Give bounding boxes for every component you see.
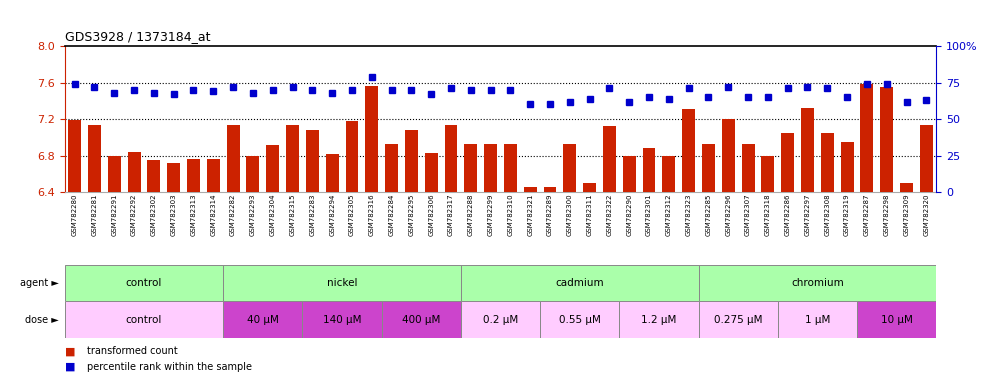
Bar xyxy=(841,142,854,192)
Bar xyxy=(698,265,936,301)
Text: 0.2 μM: 0.2 μM xyxy=(483,314,518,325)
Bar xyxy=(698,301,778,338)
Bar xyxy=(900,183,913,192)
Bar xyxy=(65,301,223,338)
Bar xyxy=(461,265,698,301)
Bar xyxy=(622,156,635,192)
Bar xyxy=(326,154,339,192)
Bar xyxy=(444,124,457,192)
Bar xyxy=(742,144,755,192)
Text: 40 μM: 40 μM xyxy=(247,314,279,325)
Bar xyxy=(227,124,239,192)
Text: chromium: chromium xyxy=(791,278,844,288)
Text: 0.55 μM: 0.55 μM xyxy=(559,314,601,325)
Bar xyxy=(861,84,873,192)
Bar xyxy=(484,144,497,192)
Bar xyxy=(722,119,735,192)
Bar xyxy=(880,87,893,192)
Bar xyxy=(662,156,675,192)
Bar xyxy=(65,265,223,301)
Bar xyxy=(620,301,698,338)
Bar xyxy=(564,144,577,192)
Bar xyxy=(167,163,180,192)
Bar xyxy=(286,124,299,192)
Bar xyxy=(920,126,933,192)
Bar xyxy=(584,183,596,192)
Bar xyxy=(187,159,200,192)
Bar xyxy=(424,153,437,192)
Bar xyxy=(524,187,537,192)
Bar xyxy=(306,130,319,192)
Text: 0.275 μM: 0.275 μM xyxy=(714,314,762,325)
Bar xyxy=(762,156,774,192)
Bar xyxy=(68,120,81,192)
Text: 10 μM: 10 μM xyxy=(880,314,912,325)
Bar xyxy=(346,121,359,192)
Text: control: control xyxy=(125,314,162,325)
Text: dose ►: dose ► xyxy=(25,314,59,325)
Bar xyxy=(223,265,461,301)
Text: GDS3928 / 1373184_at: GDS3928 / 1373184_at xyxy=(65,30,210,43)
Text: 1 μM: 1 μM xyxy=(805,314,830,325)
Text: 400 μM: 400 μM xyxy=(402,314,440,325)
Bar xyxy=(702,144,715,192)
Bar xyxy=(127,152,140,192)
Bar xyxy=(303,301,381,338)
Text: control: control xyxy=(125,278,162,288)
Bar xyxy=(223,301,303,338)
Bar xyxy=(405,130,417,192)
Bar xyxy=(385,144,398,192)
Bar xyxy=(778,301,857,338)
Bar xyxy=(544,187,557,192)
Bar xyxy=(642,148,655,192)
Bar xyxy=(801,108,814,192)
Bar xyxy=(207,159,220,192)
Text: 140 μM: 140 μM xyxy=(323,314,362,325)
Bar xyxy=(246,156,259,192)
Bar xyxy=(381,301,461,338)
Text: ■: ■ xyxy=(65,346,76,356)
Text: ■: ■ xyxy=(65,362,76,372)
Text: 1.2 μM: 1.2 μM xyxy=(641,314,676,325)
Bar xyxy=(108,156,121,192)
Bar xyxy=(682,109,695,192)
Bar xyxy=(504,144,517,192)
Bar xyxy=(147,160,160,192)
Bar xyxy=(603,126,616,192)
Bar xyxy=(821,133,834,192)
Bar xyxy=(266,145,279,192)
Text: percentile rank within the sample: percentile rank within the sample xyxy=(87,362,252,372)
Text: nickel: nickel xyxy=(327,278,358,288)
Text: agent ►: agent ► xyxy=(20,278,59,288)
Bar xyxy=(88,126,101,192)
Bar xyxy=(461,301,540,338)
Bar xyxy=(366,86,378,192)
Bar xyxy=(781,133,794,192)
Text: cadmium: cadmium xyxy=(556,278,604,288)
Bar xyxy=(857,301,936,338)
Text: transformed count: transformed count xyxy=(87,346,177,356)
Bar xyxy=(464,144,477,192)
Bar xyxy=(540,301,620,338)
